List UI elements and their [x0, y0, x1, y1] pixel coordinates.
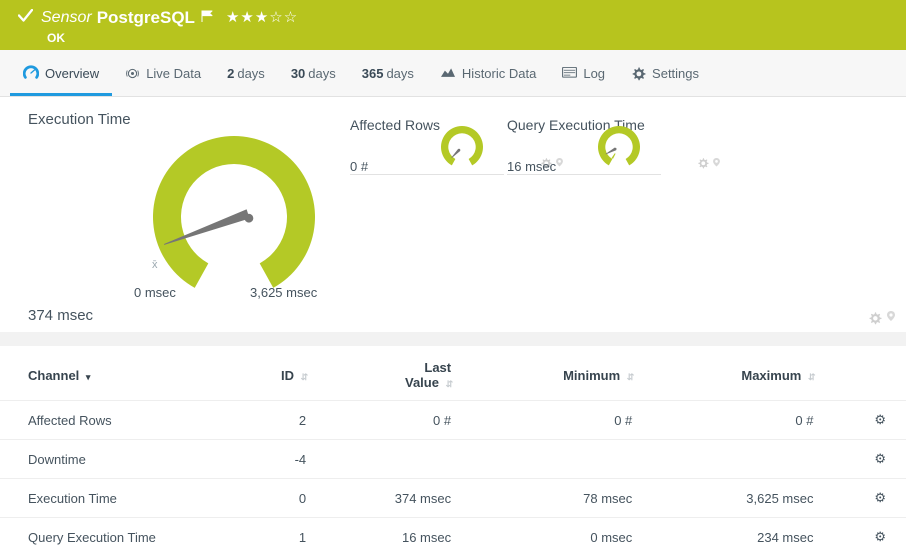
svg-text:x̄: x̄ [152, 259, 158, 271]
